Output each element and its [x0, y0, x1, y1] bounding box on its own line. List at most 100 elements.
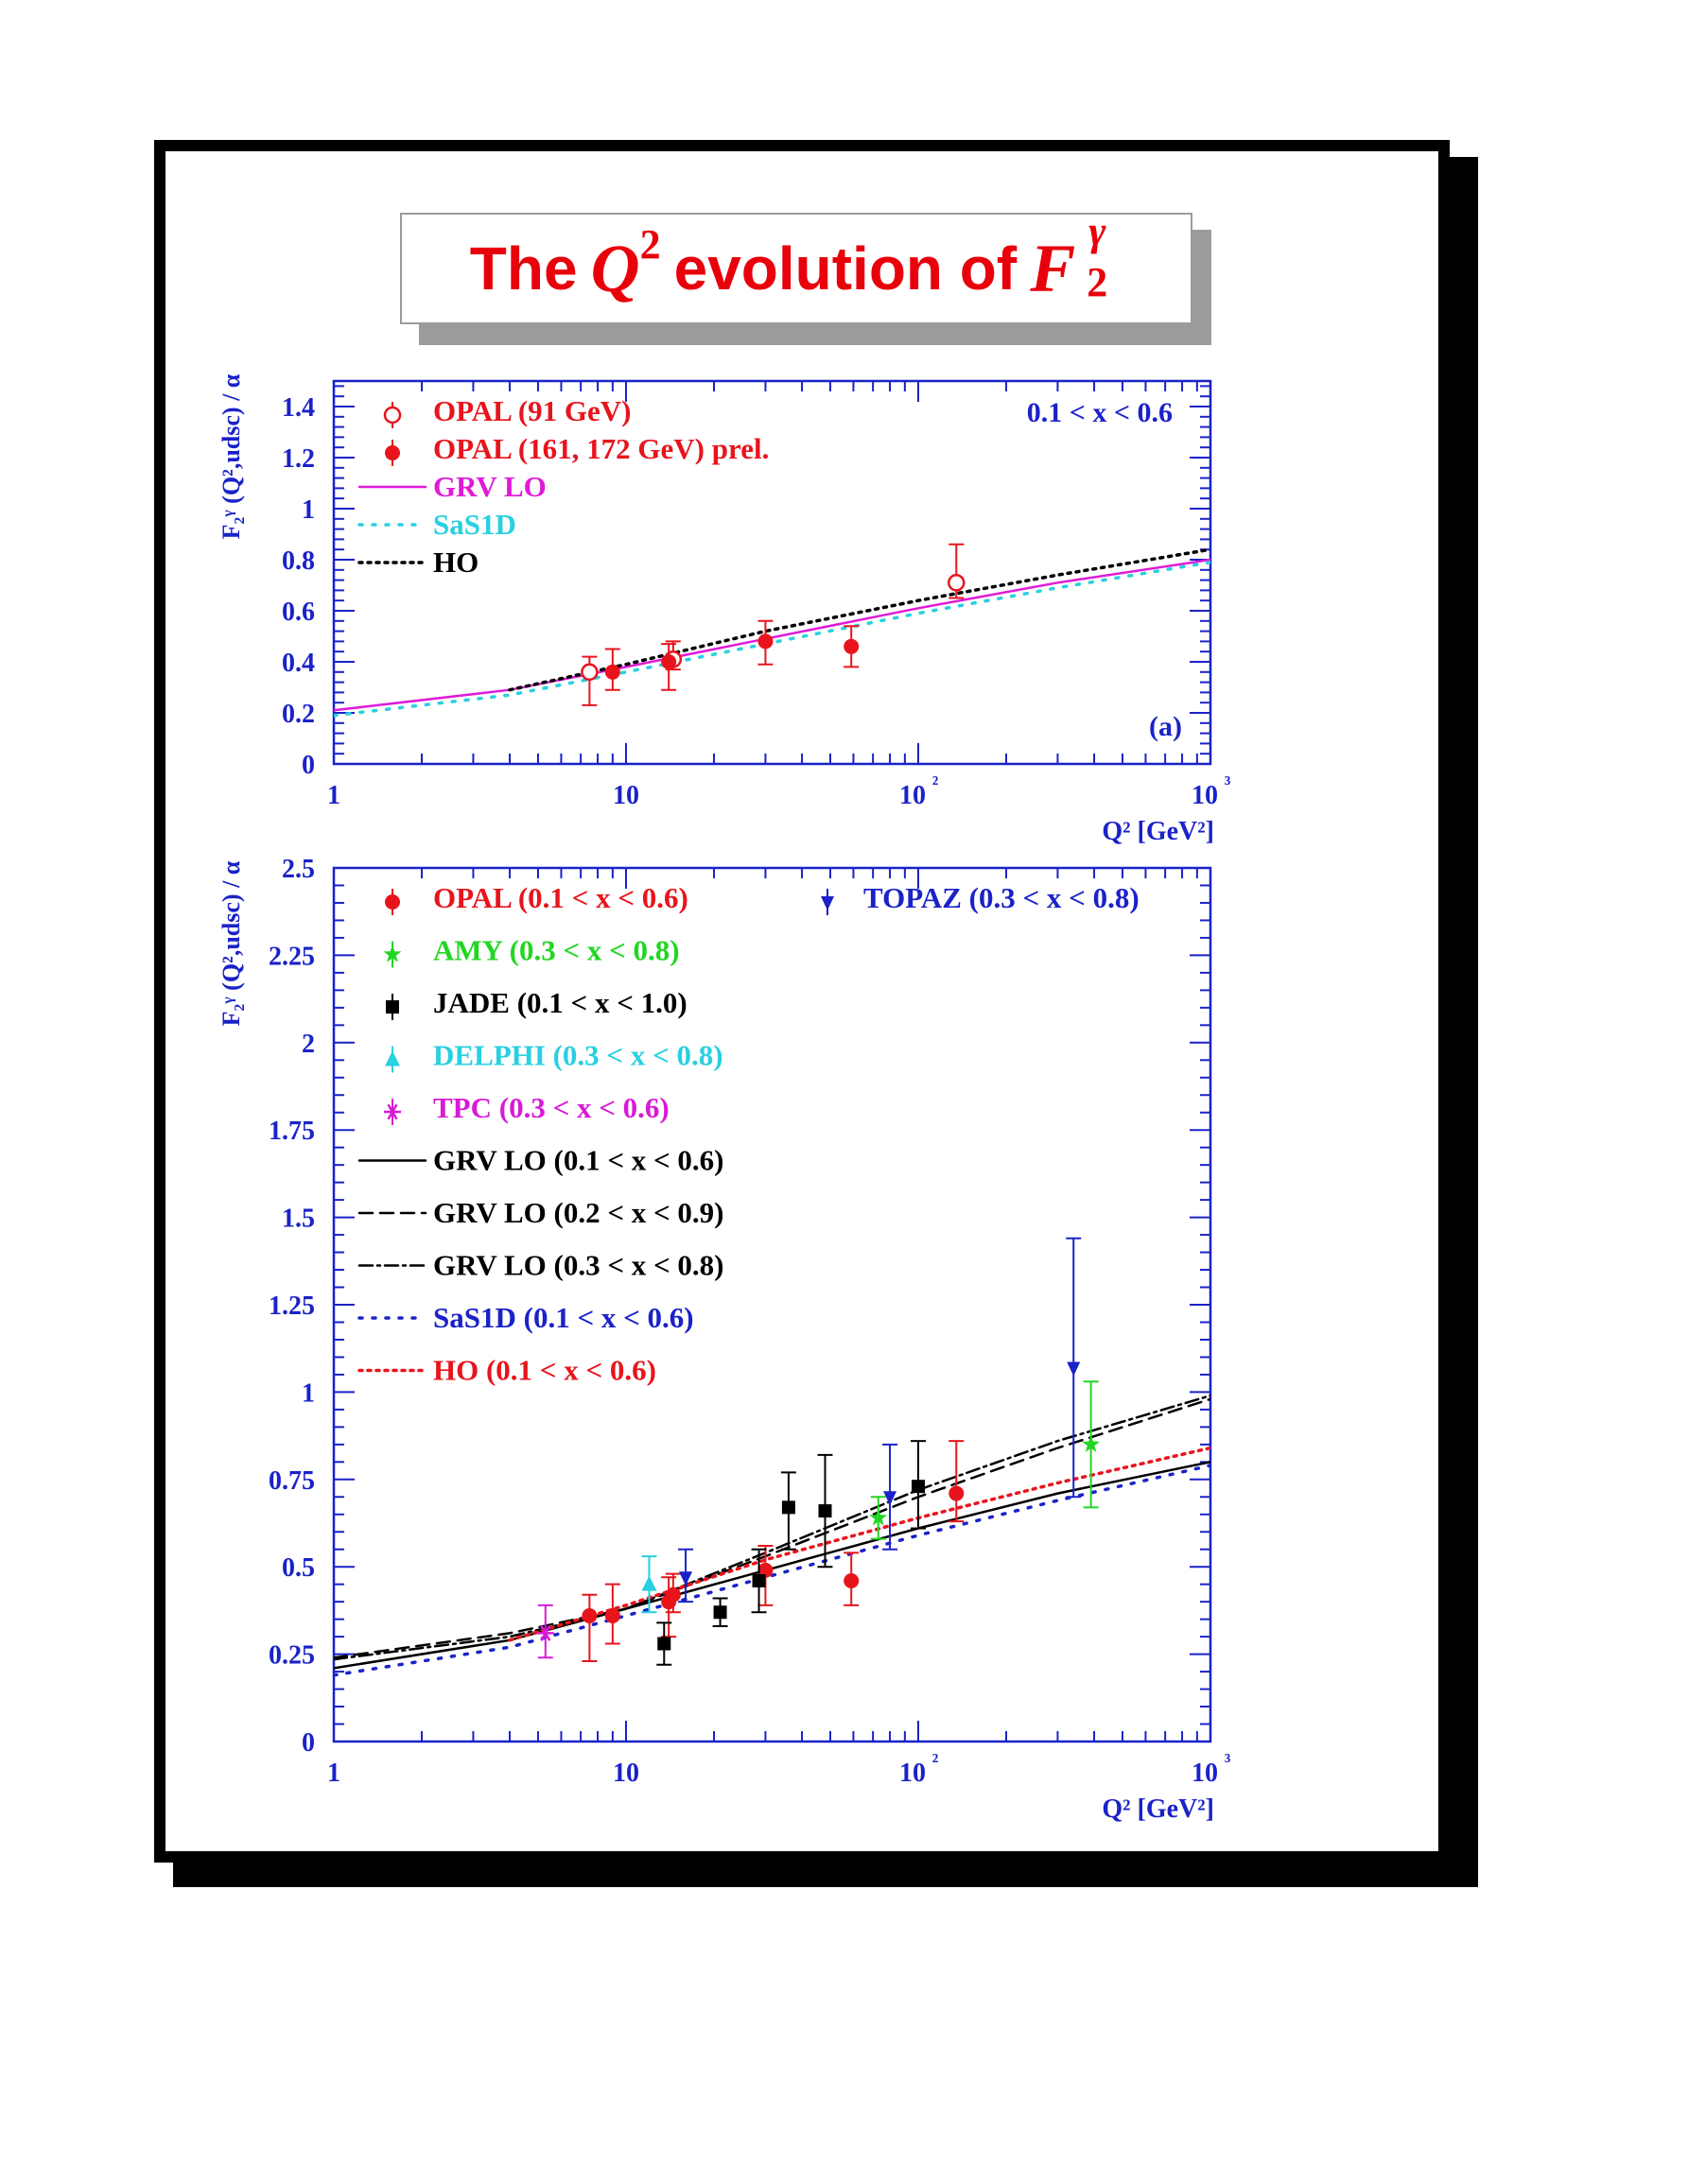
- x-tick-label-exp: ³: [1225, 771, 1231, 795]
- x-axis-label: Q² [GeV²]: [1102, 817, 1214, 846]
- data-point: [844, 1572, 860, 1588]
- data-point: [582, 1607, 598, 1623]
- legend-entry: AMY (0.3 < x < 0.8): [433, 934, 680, 967]
- legend-entry: GRV LO (0.3 < x < 0.8): [433, 1249, 724, 1282]
- data-point: [604, 1607, 620, 1623]
- legend-entry: TPC (0.3 < x < 0.6): [433, 1091, 670, 1124]
- asterisk-stroke: [387, 1103, 398, 1120]
- data-point: [657, 1637, 671, 1651]
- data-point: [1082, 1434, 1101, 1452]
- data-point: [665, 1586, 681, 1603]
- title-q: Q2: [590, 221, 661, 308]
- title-mid: evolution of: [673, 234, 1018, 303]
- data-point: [818, 1504, 832, 1518]
- asterisk-stroke: [540, 1625, 551, 1641]
- y-tick-label: 2.25: [269, 942, 315, 971]
- legend-marker: [385, 1050, 400, 1066]
- legend-entry: SaS1D: [433, 508, 516, 541]
- data-point: [713, 1605, 727, 1620]
- title-f-superscript: γ: [1088, 207, 1106, 254]
- legend-entry: GRV LO (0.2 < x < 0.9): [433, 1196, 724, 1229]
- data-point: [757, 1562, 774, 1578]
- legend-marker: [384, 1103, 401, 1120]
- series-opal-91-gev-: [581, 543, 966, 706]
- title-q-letter: Q: [590, 230, 640, 306]
- data-point: [781, 1500, 795, 1515]
- legend-entry: GRV LO (0.1 < x < 0.6): [433, 1144, 724, 1177]
- data-point: [679, 1571, 693, 1586]
- y-tick-label: 0: [302, 751, 315, 780]
- y-tick-label: 1.5: [282, 1205, 315, 1234]
- x-tick-label: 10: [613, 1759, 639, 1788]
- y-tick-label: 1.75: [269, 1117, 315, 1146]
- series-jade-0-1-x-1-0-: [656, 1440, 926, 1666]
- legend-entry: OPAL (0.1 < x < 0.6): [433, 881, 688, 914]
- curve-sas1d-0-1-x-0-6-: [334, 1464, 1210, 1677]
- legend-marker: [821, 896, 834, 910]
- x-tick-label-exp: ²: [932, 771, 939, 795]
- y-tick-label: 1.2: [282, 444, 315, 474]
- data-point: [604, 664, 620, 680]
- y-tick-label: 0: [302, 1728, 315, 1758]
- x-tick-label: 10: [613, 781, 639, 810]
- series-amy-0-3-x-0-8-: [869, 1380, 1101, 1540]
- legend-entry: SaS1D (0.1 < x < 0.6): [433, 1301, 694, 1334]
- x-tick-label: 1: [327, 781, 340, 810]
- data-point: [912, 1480, 925, 1494]
- legend-marker: [385, 445, 400, 460]
- x-tick-label: 10: [899, 1759, 926, 1788]
- panel-a: 1 10 10 ² 10 ³00.20.40.60.811.21.4Q² [GeV²]F₂…: [218, 373, 1231, 846]
- title-pre: The: [469, 234, 578, 303]
- x-tick-label: 10: [1192, 1759, 1218, 1788]
- y-tick-label: 1.25: [269, 1291, 315, 1321]
- plot-frame: [332, 379, 1212, 766]
- data-point: [948, 1485, 965, 1501]
- legend-entry: GRV LO: [433, 470, 547, 503]
- y-tick-label: 1: [302, 1378, 315, 1408]
- legend-marker: [383, 406, 402, 425]
- legend-entry: JADE (0.1 < x < 1.0): [433, 986, 687, 1019]
- legend-marker: [383, 945, 402, 962]
- y-tick-label: 0.8: [282, 546, 315, 576]
- x-tick-label: 10: [1192, 781, 1218, 810]
- range-annotation: 0.1 < x < 0.6: [1027, 397, 1173, 428]
- x-tick-label-exp: ²: [932, 1749, 939, 1773]
- y-tick-label: 2.5: [282, 855, 315, 884]
- legend-entry: OPAL (161, 172 GeV) prel.: [433, 432, 769, 465]
- series-tpc-0-3-x-0-6-: [536, 1603, 554, 1659]
- curves: [334, 1394, 1210, 1677]
- x-tick-label: 1: [327, 1759, 340, 1788]
- y-tick-label: 0.4: [282, 649, 315, 678]
- data-point: [757, 633, 774, 650]
- panel-label: (a): [1149, 711, 1182, 742]
- series-opal-161-172-gev-prel-: [604, 619, 860, 691]
- y-tick-label: 1: [302, 495, 315, 525]
- y-tick-label: 0.6: [282, 598, 315, 627]
- data-point: [883, 1491, 897, 1506]
- data-point: [536, 1625, 554, 1641]
- slide-frame: [154, 140, 1450, 1863]
- data-point: [581, 663, 599, 682]
- data-point: [752, 1573, 766, 1587]
- panel-b: 1 10 10 ² 10 ³00.250.50.7511.251.51.7522.252.…: [218, 855, 1231, 1824]
- y-axis-label: F₂ᵞ (Q²,udsc) / α: [218, 373, 245, 539]
- legend-entry: HO: [433, 546, 479, 579]
- title-q-exponent: 2: [639, 220, 661, 268]
- y-tick-label: 0.75: [269, 1466, 315, 1496]
- y-tick-label: 1.4: [282, 393, 315, 423]
- legend-entry: TOPAZ (0.3 < x < 0.8): [863, 881, 1140, 914]
- data-point: [869, 1508, 888, 1526]
- legend-entry: OPAL (91 GeV): [433, 394, 632, 427]
- curve-grv-lo: [334, 558, 1210, 712]
- x-tick-label: 10: [899, 781, 926, 810]
- data-point: [641, 1575, 657, 1591]
- legend-marker: [385, 894, 400, 910]
- data-point: [1067, 1361, 1081, 1377]
- curve-ho: [508, 547, 1210, 692]
- data-point: [661, 654, 677, 669]
- y-tick-label: 0.25: [269, 1641, 315, 1671]
- series-delphi-0-3-x-0-8-: [641, 1555, 657, 1614]
